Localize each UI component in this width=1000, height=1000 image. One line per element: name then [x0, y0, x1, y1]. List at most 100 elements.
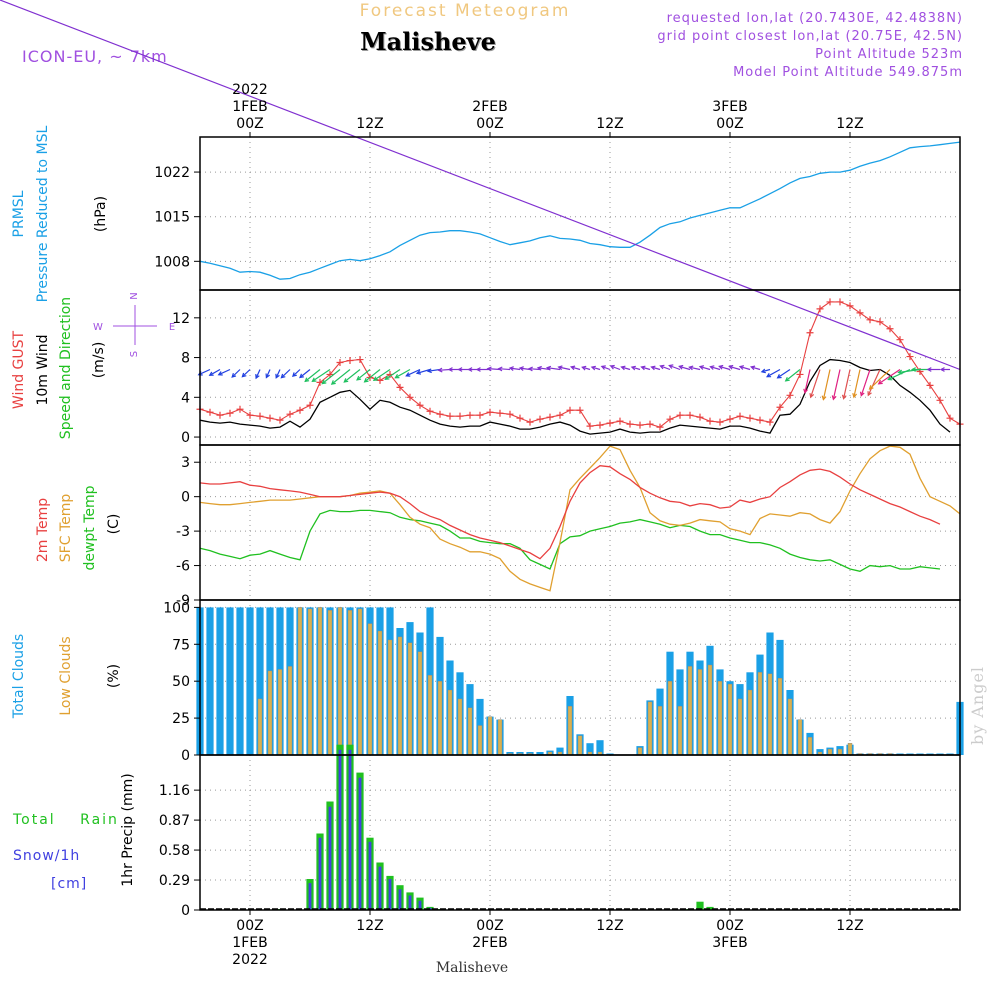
compass-s: S [129, 351, 140, 357]
gust-marker [776, 403, 784, 411]
low-cloud-bar [697, 669, 703, 756]
wind-arrow-head [415, 369, 422, 375]
dewpoint-line [199, 509, 941, 572]
panel-frame [199, 289, 961, 446]
total-cloud-bar [596, 740, 604, 755]
sfc-label: SFC Temp [58, 494, 74, 563]
wind-arrow-head [231, 373, 237, 378]
low-cloud-bar [477, 725, 483, 756]
gust-marker [396, 383, 404, 391]
snow-bar [318, 837, 322, 910]
gust-marker [206, 408, 214, 416]
compass-rose: N S W E [93, 292, 175, 357]
wind-arrow-head [859, 391, 865, 397]
bottom-time-label: 3FEB [712, 935, 747, 951]
low-cloud-bar [567, 706, 573, 756]
wind-arrow [710, 366, 721, 371]
precip-axis-label: 1hr Precip (mm) [120, 773, 136, 886]
gust-marker [736, 412, 744, 420]
total-cloud-bar [206, 607, 214, 755]
gust-marker [686, 411, 694, 419]
low-cloud-bar [727, 683, 733, 756]
wind-arrow-head [557, 365, 563, 371]
wind-arrow [373, 369, 391, 381]
low-cloud-bar [637, 747, 643, 756]
wind-arrow [651, 366, 661, 371]
wind-arrow-head [321, 379, 327, 385]
top-time-label: 12Z [836, 116, 863, 132]
wind-arrow [487, 368, 501, 371]
wind-arrow-head [311, 377, 317, 382]
gust-marker [416, 401, 424, 409]
wind-arrow-head [343, 378, 349, 383]
gust-marker [276, 416, 284, 424]
compass-w: W [93, 322, 103, 333]
wind-arrow [878, 369, 901, 385]
top-time-label: 12Z [356, 116, 383, 132]
wind-arrow [241, 369, 251, 378]
gust-marker [236, 405, 244, 413]
footer-location: Malisheve [436, 960, 508, 976]
gust-marker [856, 309, 864, 317]
low-cloud-bar [427, 675, 433, 756]
wind-arrow [406, 368, 421, 377]
wind-arrow-head [609, 364, 615, 370]
wind-arrow [209, 368, 221, 376]
wind-arrow [558, 366, 571, 371]
gust-marker [906, 353, 914, 361]
wind-arrow [660, 365, 671, 371]
temp-labels: 2m Temp SFC Temp dewpt Temp (C) [35, 485, 122, 570]
low-cloud-bar [377, 630, 383, 756]
bottom-time-label: 2022 [232, 952, 268, 968]
low-cloud-bar [367, 623, 373, 756]
low-cloud-bar [357, 608, 363, 756]
wind-arrow [804, 369, 811, 393]
gust-marker [526, 418, 534, 426]
gust-marker [756, 416, 764, 424]
snow-bar [348, 749, 352, 910]
bottom-time-label: 2FEB [472, 935, 507, 951]
low-cloud-bar [487, 716, 493, 756]
ytick-label: 1015 [154, 210, 190, 226]
wind-arrow [719, 365, 731, 371]
wind-arrow-head [887, 375, 893, 381]
model-name: ICON-EU, ~ 7km [22, 47, 168, 66]
wind-arrow-head [640, 365, 646, 371]
ytick-label: -6 [176, 559, 190, 575]
low-cloud-bar [717, 681, 723, 756]
wind-arrow [869, 369, 891, 390]
gust-marker [286, 410, 294, 418]
total-cloud-bar [556, 747, 564, 755]
pressure-labels: PRMSL Pressure Reduced to MSL (hPa) [11, 125, 109, 302]
ytick-label: 0.29 [159, 873, 190, 889]
wind-arrow [498, 368, 511, 371]
wind-arrow [416, 368, 431, 374]
wind-arrow-head [437, 367, 443, 373]
gust-marker [706, 417, 714, 425]
wind-arrow [699, 366, 711, 371]
wind-arrow-head [650, 365, 656, 371]
wind-arrow-head [776, 374, 782, 379]
wind-arrow [331, 369, 351, 385]
wind-arrow-head [620, 365, 626, 371]
gust-marker [346, 357, 354, 365]
top-time-label: 2022 [232, 82, 268, 98]
wind-arrow-head [508, 366, 514, 371]
panel-frame [199, 136, 961, 291]
gust-marker [446, 412, 454, 420]
low-cloud-bar [837, 748, 843, 756]
top-time-label: 2FEB [472, 99, 507, 115]
wind-arrow-head [292, 372, 297, 378]
panel-frames [199, 136, 961, 911]
wind-arrow-head [356, 375, 362, 381]
wind-arrow-head [688, 365, 694, 371]
low-cloud-bar [307, 608, 313, 756]
wind-arrow-head [518, 366, 524, 371]
wind-arrow-head [255, 374, 260, 380]
wind-arrow [689, 366, 701, 371]
gust-marker [656, 423, 664, 431]
wind-arrow-head [668, 364, 674, 369]
wind-arrow-head [841, 394, 847, 400]
wind-arrow-head [803, 388, 808, 394]
top-time-label: 00Z [716, 116, 743, 132]
